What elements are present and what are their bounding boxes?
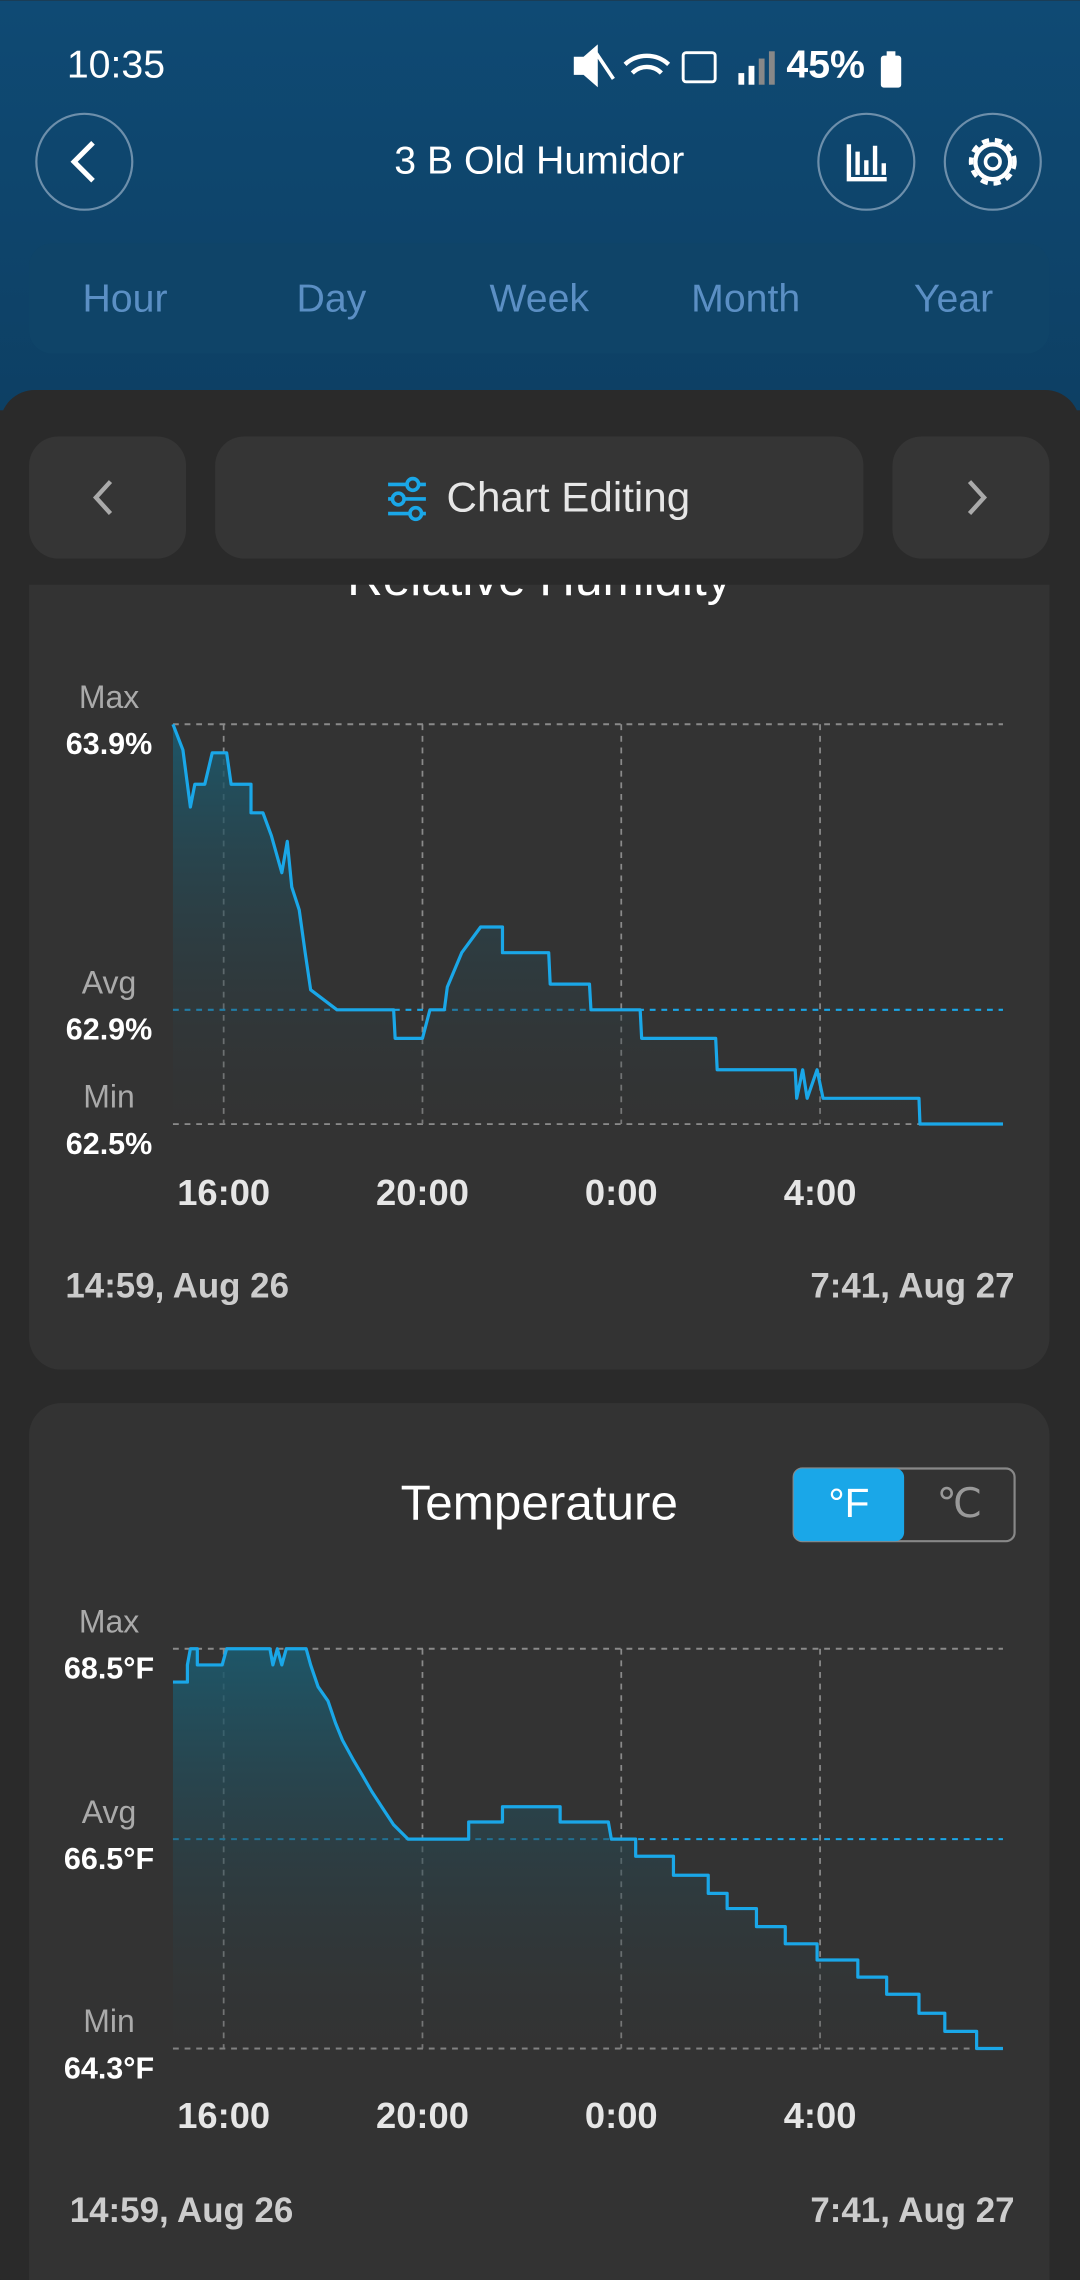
toolbar-label: Chart Editing xyxy=(447,474,691,521)
y-tick-name: Avg xyxy=(82,965,137,1001)
next-button[interactable] xyxy=(892,436,1050,559)
tab[interactable]: Week xyxy=(489,277,589,321)
y-tick-label: 68.5°F xyxy=(64,1652,154,1686)
previous-button[interactable] xyxy=(29,436,187,559)
tabs: Hour Day Week Month Year xyxy=(82,277,993,321)
y-tick-label: 63.9% xyxy=(66,727,153,761)
area xyxy=(172,1648,1003,2049)
y-tick-name: Min xyxy=(83,1079,135,1115)
tab[interactable]: Year xyxy=(914,277,993,321)
x-tick-label: 20:00 xyxy=(376,1172,469,1213)
x-tick-label: 4:00 xyxy=(784,1172,857,1213)
y-tick-name: Max xyxy=(79,679,139,715)
range-start: 14:59, Aug 26 xyxy=(70,2191,294,2230)
x-tick-label: 4:00 xyxy=(784,2095,857,2136)
chart-title: Temperature xyxy=(401,1475,678,1530)
unit-option[interactable]: ℃ xyxy=(937,1480,983,1526)
status-time: 10:35 xyxy=(67,43,165,87)
chart-editing-button[interactable]: Chart Editing xyxy=(215,436,864,559)
y-tick-name: Avg xyxy=(82,1794,137,1830)
range-start: 14:59, Aug 26 xyxy=(65,1266,289,1305)
y-tick-label: 64.3°F xyxy=(64,2051,154,2085)
y-tick-label: 62.5% xyxy=(66,1127,153,1161)
x-tick-label: 20:00 xyxy=(376,2095,469,2136)
range-end: 7:41, Aug 27 xyxy=(810,1266,1014,1305)
tab[interactable]: Day xyxy=(297,277,367,321)
back-button[interactable] xyxy=(35,112,134,211)
x-tick-label: 16:00 xyxy=(177,1172,270,1213)
status-battery: 45% xyxy=(786,43,865,87)
range-end: 7:41, Aug 27 xyxy=(810,2191,1014,2230)
tab[interactable]: Hour xyxy=(82,277,167,321)
y-tick-name: Min xyxy=(83,2003,135,2039)
unit-toggle[interactable]: °F ℃ xyxy=(792,1467,1016,1543)
x-tick-label: 16:00 xyxy=(177,2095,270,2136)
area xyxy=(172,724,1003,1125)
header-title: 3 B Old Humidor xyxy=(394,139,684,183)
x-tick-label: 0:00 xyxy=(585,1172,658,1213)
y-tick-name: Max xyxy=(79,1603,139,1639)
chart-button[interactable] xyxy=(817,112,916,211)
charts: Relative Humidity16:0020:000:004:00Max63… xyxy=(64,551,1016,2230)
y-tick-label: 66.5°F xyxy=(64,1842,154,1876)
tab-bar xyxy=(29,243,1050,354)
x-tick-label: 0:00 xyxy=(585,2095,658,2136)
y-tick-label: 62.9% xyxy=(66,1013,153,1047)
line xyxy=(172,1647,1003,2051)
humidity-card xyxy=(29,436,1050,1370)
status-icons xyxy=(573,44,902,88)
tab[interactable]: Month xyxy=(691,277,800,321)
settings-button[interactable] xyxy=(943,112,1042,211)
unit-selected xyxy=(793,1468,905,1542)
unit-option[interactable]: °F xyxy=(828,1480,869,1526)
line xyxy=(171,723,1003,1126)
